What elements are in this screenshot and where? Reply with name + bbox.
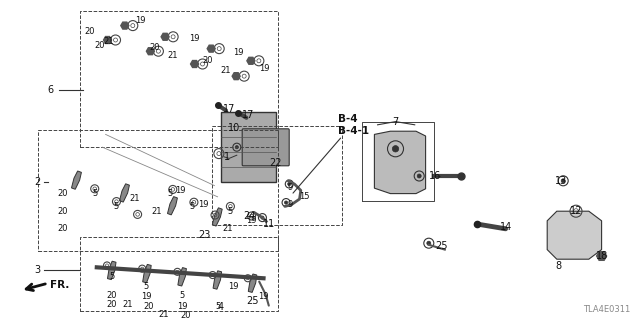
- Text: 21: 21: [222, 224, 232, 233]
- Text: 8: 8: [555, 260, 561, 271]
- Polygon shape: [108, 261, 116, 280]
- Text: 20: 20: [58, 207, 68, 216]
- Text: 21: 21: [104, 37, 114, 46]
- Text: 21: 21: [152, 207, 162, 216]
- Text: 21: 21: [158, 310, 168, 319]
- Text: 21: 21: [123, 300, 133, 309]
- Polygon shape: [207, 45, 215, 52]
- Text: 2: 2: [34, 177, 40, 188]
- Polygon shape: [212, 208, 222, 226]
- Text: 25: 25: [435, 241, 448, 252]
- Text: 23: 23: [198, 230, 211, 240]
- Text: 5: 5: [114, 202, 119, 211]
- Text: 5: 5: [215, 302, 220, 311]
- Text: 20: 20: [150, 44, 160, 52]
- Text: 10: 10: [227, 123, 240, 133]
- Polygon shape: [143, 264, 151, 283]
- Circle shape: [561, 179, 565, 183]
- Text: 19: 19: [198, 200, 209, 209]
- Text: 19: 19: [141, 292, 151, 301]
- Text: 19: 19: [175, 186, 186, 195]
- Polygon shape: [121, 22, 129, 29]
- Text: 21: 21: [129, 194, 140, 203]
- Text: 20: 20: [58, 224, 68, 233]
- Text: 20: 20: [94, 41, 104, 50]
- Circle shape: [236, 146, 239, 149]
- Text: 24: 24: [243, 211, 256, 221]
- Polygon shape: [147, 48, 154, 55]
- Text: 9: 9: [287, 200, 292, 209]
- Text: 20: 20: [58, 189, 68, 198]
- Text: 19: 19: [259, 292, 269, 301]
- Text: 19: 19: [136, 16, 146, 25]
- Text: 5: 5: [109, 272, 115, 281]
- Text: 6: 6: [47, 84, 54, 95]
- Text: 1: 1: [224, 152, 230, 162]
- Text: 5: 5: [228, 207, 233, 216]
- Text: 3: 3: [34, 265, 40, 276]
- Text: 20: 20: [107, 292, 117, 300]
- Text: 20: 20: [143, 302, 154, 311]
- Text: TLA4E0311: TLA4E0311: [583, 305, 630, 314]
- Text: 20: 20: [203, 56, 213, 65]
- Text: 25: 25: [246, 296, 259, 306]
- Text: 21: 21: [220, 66, 230, 75]
- Text: 17: 17: [242, 110, 255, 120]
- Text: 7: 7: [392, 116, 399, 127]
- FancyBboxPatch shape: [242, 129, 289, 166]
- Polygon shape: [213, 271, 221, 289]
- Text: 16: 16: [429, 171, 442, 181]
- Polygon shape: [596, 252, 607, 260]
- Text: 9: 9: [287, 183, 292, 192]
- Polygon shape: [120, 184, 129, 202]
- Text: 4: 4: [218, 302, 224, 312]
- Polygon shape: [178, 268, 186, 286]
- Text: 19: 19: [246, 216, 257, 225]
- Polygon shape: [191, 60, 198, 68]
- Circle shape: [284, 201, 288, 204]
- Text: 20: 20: [84, 28, 95, 36]
- Text: 19: 19: [228, 282, 239, 291]
- Circle shape: [427, 241, 431, 245]
- Text: 20: 20: [107, 300, 117, 309]
- Circle shape: [392, 146, 399, 152]
- Text: 5: 5: [167, 189, 172, 198]
- FancyBboxPatch shape: [221, 112, 276, 182]
- Text: 22: 22: [269, 158, 282, 168]
- Text: B-4
B-4-1: B-4 B-4-1: [338, 114, 369, 136]
- Polygon shape: [232, 73, 240, 80]
- Text: 5: 5: [189, 202, 195, 211]
- Text: 17: 17: [223, 104, 236, 114]
- Text: 15: 15: [299, 192, 309, 201]
- Text: 19: 19: [177, 302, 188, 311]
- Polygon shape: [104, 36, 111, 44]
- Text: 5: 5: [180, 292, 185, 300]
- Polygon shape: [161, 33, 169, 40]
- Circle shape: [288, 182, 291, 186]
- Text: 20: 20: [180, 311, 191, 320]
- Text: 18: 18: [595, 251, 608, 261]
- Polygon shape: [547, 211, 602, 259]
- Polygon shape: [374, 131, 426, 194]
- Text: 11: 11: [262, 219, 275, 229]
- Text: 19: 19: [259, 64, 269, 73]
- Text: 19: 19: [189, 34, 199, 43]
- Text: FR.: FR.: [50, 280, 69, 290]
- Text: 14: 14: [499, 222, 512, 232]
- Polygon shape: [168, 196, 177, 215]
- Text: 19: 19: [234, 48, 244, 57]
- Text: 12: 12: [570, 206, 582, 216]
- Text: 5: 5: [143, 282, 148, 291]
- Polygon shape: [248, 274, 257, 292]
- Text: 13: 13: [554, 176, 567, 186]
- Text: 5: 5: [92, 189, 97, 198]
- Text: 21: 21: [168, 52, 178, 60]
- Circle shape: [261, 216, 264, 219]
- Polygon shape: [72, 171, 81, 189]
- Circle shape: [417, 174, 421, 178]
- Polygon shape: [247, 57, 255, 64]
